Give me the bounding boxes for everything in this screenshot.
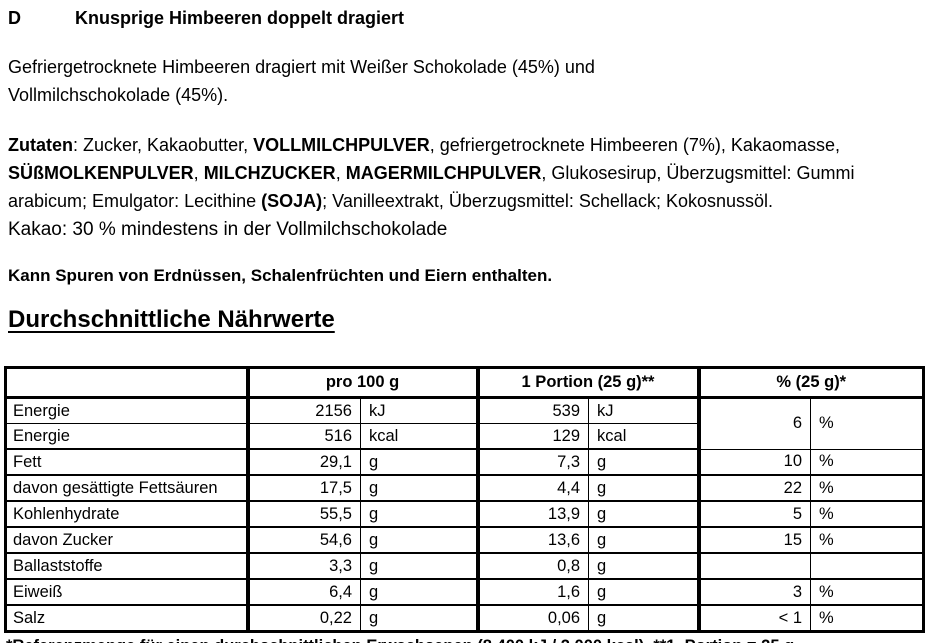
ingredients-segment: , Glukosesirup, Überzugsmittel: Gummi ar…: [8, 163, 855, 211]
percent-value: 15: [696, 527, 811, 554]
percent-value: 3: [696, 579, 811, 606]
header-empty-cell: [5, 367, 248, 399]
ingredients-paragraph: Zutaten: Zucker, Kakaobutter, VOLLMILCHP…: [8, 131, 920, 244]
nutrient-label: Salz: [5, 605, 248, 633]
percent-value: [696, 553, 811, 580]
percent-value: 6: [696, 397, 811, 450]
portion-unit: g: [588, 579, 699, 606]
nutrient-label: Kohlenhydrate: [5, 501, 248, 528]
ingredients-segment: ,: [335, 163, 346, 183]
reference-footnote: *Referenzmenge für einen durchschnittlic…: [6, 637, 929, 643]
portion-unit: g: [588, 553, 699, 580]
header-per-100g: pro 100 g: [245, 367, 478, 399]
table-row-fett: Fett 29,1 g 7,3 g 10 %: [5, 449, 924, 476]
per100-value: 3,3: [245, 553, 361, 580]
ingredients-segment: MILCHZUCKER: [203, 163, 336, 183]
portion-unit: g: [588, 527, 699, 554]
portion-value: 13,6: [475, 527, 589, 554]
ingredients-segment: : Zucker, Kakaobutter,: [73, 135, 254, 155]
cocoa-content-note: Kakao: 30 % mindestens in der Vollmilchs…: [8, 219, 448, 240]
per100-unit: g: [359, 501, 478, 528]
portion-unit: g: [588, 449, 699, 476]
per100-value: 55,5: [245, 501, 361, 528]
percent-value: < 1: [696, 605, 811, 633]
per100-value: 29,1: [245, 449, 361, 476]
header-portion: 1 Portion (25 g)**: [475, 367, 699, 399]
per100-unit: g: [359, 449, 478, 476]
percent-unit: %: [810, 605, 924, 633]
table-row-salz: Salz 0,22 g 0,06 g < 1 %: [5, 605, 924, 633]
portion-value: 129: [475, 423, 589, 450]
per100-unit: g: [359, 579, 478, 606]
per100-unit: g: [359, 605, 478, 633]
per100-value: 0,22: [245, 605, 361, 633]
percent-unit: %: [810, 475, 924, 502]
table-row-zucker: davon Zucker 54,6 g 13,6 g 15 %: [5, 527, 924, 554]
table-row-energie-kj: Energie 2156 kJ 539 kJ 6 %: [5, 397, 924, 450]
per100-value: 54,6: [245, 527, 361, 554]
per100-unit: g: [359, 527, 478, 554]
table-header-row: pro 100 g 1 Portion (25 g)** % (25 g)*: [5, 367, 924, 399]
table-row-ballaststoffe: Ballaststoffe 3,3 g 0,8 g: [5, 553, 924, 580]
nutrient-label: Energie: [5, 423, 248, 450]
portion-value: 0,8: [475, 553, 589, 580]
percent-unit: %: [810, 449, 924, 476]
per100-value: 17,5: [245, 475, 361, 502]
portion-unit: g: [588, 475, 699, 502]
allergen-note: Kann Spuren von Erdnüssen, Schalenfrücht…: [8, 266, 553, 285]
per100-unit: kcal: [359, 423, 478, 450]
nutrient-label: Energie: [5, 397, 248, 424]
per100-unit: g: [359, 553, 478, 580]
portion-value: 4,4: [475, 475, 589, 502]
percent-value: 10: [696, 449, 811, 476]
percent-unit: %: [810, 527, 924, 554]
nutrient-label: Ballaststoffe: [5, 553, 248, 580]
ingredients-segment: SÜßMOLKENPULVER: [8, 163, 194, 183]
nutrition-table: pro 100 g 1 Portion (25 g)** % (25 g)* E…: [4, 366, 926, 633]
section-code: D: [8, 8, 21, 28]
ingredients-segment: , gefriergetrocknete Himbeeren (7%), Kak…: [429, 135, 840, 155]
portion-unit: g: [588, 501, 699, 528]
portion-value: 1,6: [475, 579, 589, 606]
percent-unit: %: [810, 397, 924, 450]
per100-value: 6,4: [245, 579, 361, 606]
document-title-row: D Knusprige Himbeeren doppelt dragiert: [8, 8, 929, 29]
product-title: Knusprige Himbeeren doppelt dragiert: [75, 8, 405, 28]
per100-value: 516: [245, 423, 361, 450]
table-row-eiweiss: Eiweiß 6,4 g 1,6 g 3 %: [5, 579, 924, 606]
ingredients-segment: MAGERMILCHPULVER: [345, 163, 542, 183]
ingredients-segment: ; Vanilleextrakt, Überzugsmittel: Schell…: [322, 191, 774, 211]
ingredients-segment: (SOJA): [261, 191, 323, 211]
nutrition-heading: Durchschnittliche Nährwerte: [8, 306, 335, 333]
per100-unit: g: [359, 475, 478, 502]
portion-value: 539: [475, 397, 589, 424]
percent-unit: [810, 553, 924, 580]
portion-unit: kJ: [588, 397, 699, 424]
ingredients-segment: Zutaten: [8, 135, 73, 155]
per100-value: 2156: [245, 397, 361, 424]
portion-value: 7,3: [475, 449, 589, 476]
ingredients-segment: ,: [193, 163, 204, 183]
table-row-gesaettigte-fettsaeuren: davon gesättigte Fettsäuren 17,5 g 4,4 g…: [5, 475, 924, 502]
table-row-energie-kcal: Energie 516 kcal 129 kcal: [5, 423, 924, 450]
per100-unit: kJ: [359, 397, 478, 424]
table-row-kohlenhydrate: Kohlenhydrate 55,5 g 13,9 g 5 %: [5, 501, 924, 528]
nutrient-label: davon gesättigte Fettsäuren: [5, 475, 248, 502]
nutrient-label: davon Zucker: [5, 527, 248, 554]
portion-unit: kcal: [588, 423, 699, 450]
percent-unit: %: [810, 501, 924, 528]
portion-value: 13,9: [475, 501, 589, 528]
portion-unit: g: [588, 605, 699, 633]
ingredients-segment: VOLLMILCHPULVER: [253, 135, 430, 155]
portion-value: 0,06: [475, 605, 589, 633]
nutrient-label: Eiweiß: [5, 579, 248, 606]
percent-value: 5: [696, 501, 811, 528]
header-percent: % (25 g)*: [696, 367, 924, 399]
percent-unit: %: [810, 579, 924, 606]
percent-value: 22: [696, 475, 811, 502]
product-description: Gefriergetrocknete Himbeeren dragiert mi…: [8, 57, 595, 105]
nutrient-label: Fett: [5, 449, 248, 476]
